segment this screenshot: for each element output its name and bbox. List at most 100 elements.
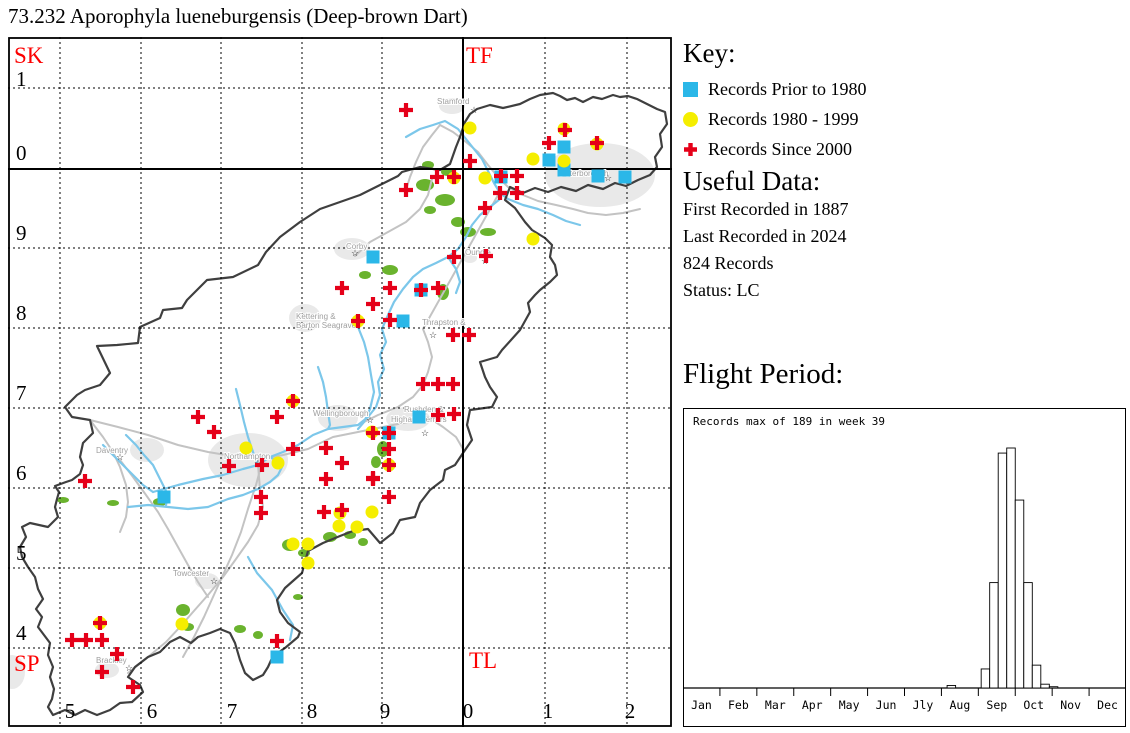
town-label: Wellingborough	[313, 409, 368, 418]
record-1980-1999-marker	[365, 505, 379, 519]
river-line	[316, 365, 332, 431]
record-since-2000-marker	[126, 680, 140, 694]
record-since-2000-marker	[383, 313, 397, 327]
week-bar	[1031, 664, 1042, 689]
record-since-2000-marker	[270, 634, 284, 648]
month-label: Oct	[1023, 698, 1044, 712]
town-label: Daventry	[96, 446, 128, 455]
month-label: Sep	[986, 698, 1007, 712]
record-since-2000-marker	[335, 281, 349, 295]
northing-label: 9	[16, 221, 27, 245]
record-since-2000-marker	[286, 442, 300, 456]
urban-area	[463, 253, 477, 263]
grid-letter-sp: SP	[14, 651, 40, 676]
record-1980-1999-marker	[350, 520, 364, 534]
urban-area	[334, 238, 370, 260]
record-since-2000-marker	[110, 647, 124, 661]
page-title: 73.232 Aporophyla lueneburgensis (Deep-b…	[8, 4, 468, 28]
record-1980-1999-marker	[478, 171, 492, 185]
useful-data-panel: Useful Data: First Recorded in 1887 Last…	[683, 166, 848, 304]
record-1980-1999-marker	[175, 617, 189, 631]
record-1980-1999-marker	[286, 537, 300, 551]
month-label: Jun	[876, 698, 897, 712]
record-since-2000-marker	[78, 474, 92, 488]
record-prior-1980-marker	[542, 153, 556, 167]
red-cross-icon	[683, 142, 698, 157]
record-since-2000-marker	[447, 250, 461, 264]
northing-label: 4	[16, 621, 27, 645]
woodland-patch	[253, 631, 263, 639]
month-label: Dec	[1097, 698, 1118, 712]
record-since-2000-marker	[542, 136, 556, 150]
record-since-2000-marker	[255, 458, 269, 472]
record-since-2000-marker	[286, 394, 300, 408]
week-bar	[997, 452, 1008, 689]
easting-label: 6	[147, 699, 158, 723]
woodland-patch	[176, 604, 190, 616]
record-since-2000-marker	[270, 410, 284, 424]
record-since-2000-marker	[366, 426, 380, 440]
woodland-patch	[293, 594, 303, 600]
river-line	[234, 387, 260, 467]
easting-label: 0	[463, 699, 474, 723]
easting-label: 5	[65, 699, 76, 723]
woodland-patch	[371, 456, 381, 468]
key-heading: Key:	[683, 38, 736, 68]
record-since-2000-marker	[65, 633, 79, 647]
easting-label: 2	[625, 699, 636, 723]
town-label: Stamford	[437, 97, 469, 106]
first-recorded: First Recorded in 1887	[683, 199, 849, 219]
town-star-icon: ☆	[429, 330, 437, 340]
record-1980-1999-marker	[557, 154, 571, 168]
blue-square-icon	[683, 81, 698, 97]
record-prior-1980-marker	[396, 314, 410, 328]
road-line	[354, 178, 433, 257]
record-since-2000-marker	[447, 170, 461, 184]
last-recorded: Last Recorded in 2024	[683, 226, 847, 246]
flight-period-heading: Flight Period:	[683, 358, 844, 390]
week-bar	[1006, 447, 1016, 689]
northing-label: 8	[16, 301, 27, 325]
record-1980-1999-marker	[526, 232, 540, 246]
road-line	[405, 124, 441, 191]
legend-label: Records Since 2000	[708, 138, 852, 159]
town-star-icon: ☆	[125, 663, 133, 673]
week-bar	[980, 668, 991, 689]
town-star-icon: ☆	[604, 173, 612, 183]
record-since-2000-marker	[399, 103, 413, 117]
record-prior-1980-marker	[412, 410, 426, 424]
record-prior-1980-marker	[270, 650, 284, 664]
record-since-2000-marker	[414, 283, 428, 297]
legend-label: Records 1980 - 1999	[708, 108, 859, 129]
month-label: Jan	[691, 698, 712, 712]
northing-label: 1	[16, 67, 27, 91]
town-label: Northampton	[224, 452, 270, 461]
record-since-2000-marker	[558, 123, 572, 137]
northing-label: 7	[16, 381, 27, 405]
record-since-2000-marker	[335, 456, 349, 470]
record-since-2000-marker	[93, 616, 107, 630]
town-star-icon: ☆	[210, 576, 218, 586]
woodland-patch	[424, 206, 436, 214]
town-label: Barton Seagrave	[296, 321, 357, 330]
record-since-2000-marker	[383, 281, 397, 295]
easting-label: 9	[380, 699, 391, 723]
record-since-2000-marker	[207, 425, 221, 439]
urban-area	[130, 438, 164, 462]
grid-letter-tl: TL	[469, 648, 497, 673]
month-label: Nov	[1060, 698, 1081, 712]
grid-letter-sk: SK	[14, 43, 44, 68]
woodland-patch	[435, 194, 455, 206]
woodland-patch	[234, 625, 246, 633]
town-label: Brackley	[96, 656, 127, 665]
easting-label: 1	[543, 699, 554, 723]
northing-label: 6	[16, 461, 27, 485]
legend-item-1980-1999: Records 1980 - 1999	[683, 104, 866, 134]
woodland-patch	[107, 500, 119, 506]
month-label: May	[839, 698, 860, 712]
record-1980-1999-marker	[271, 456, 285, 470]
legend-label: Records Prior to 1980	[708, 78, 867, 99]
record-since-2000-marker	[351, 314, 365, 328]
flight-period-chart: Records max of 189 in week 39 Jan Feb Mar Ap…	[683, 408, 1126, 727]
record-1980-1999-marker	[301, 556, 315, 570]
